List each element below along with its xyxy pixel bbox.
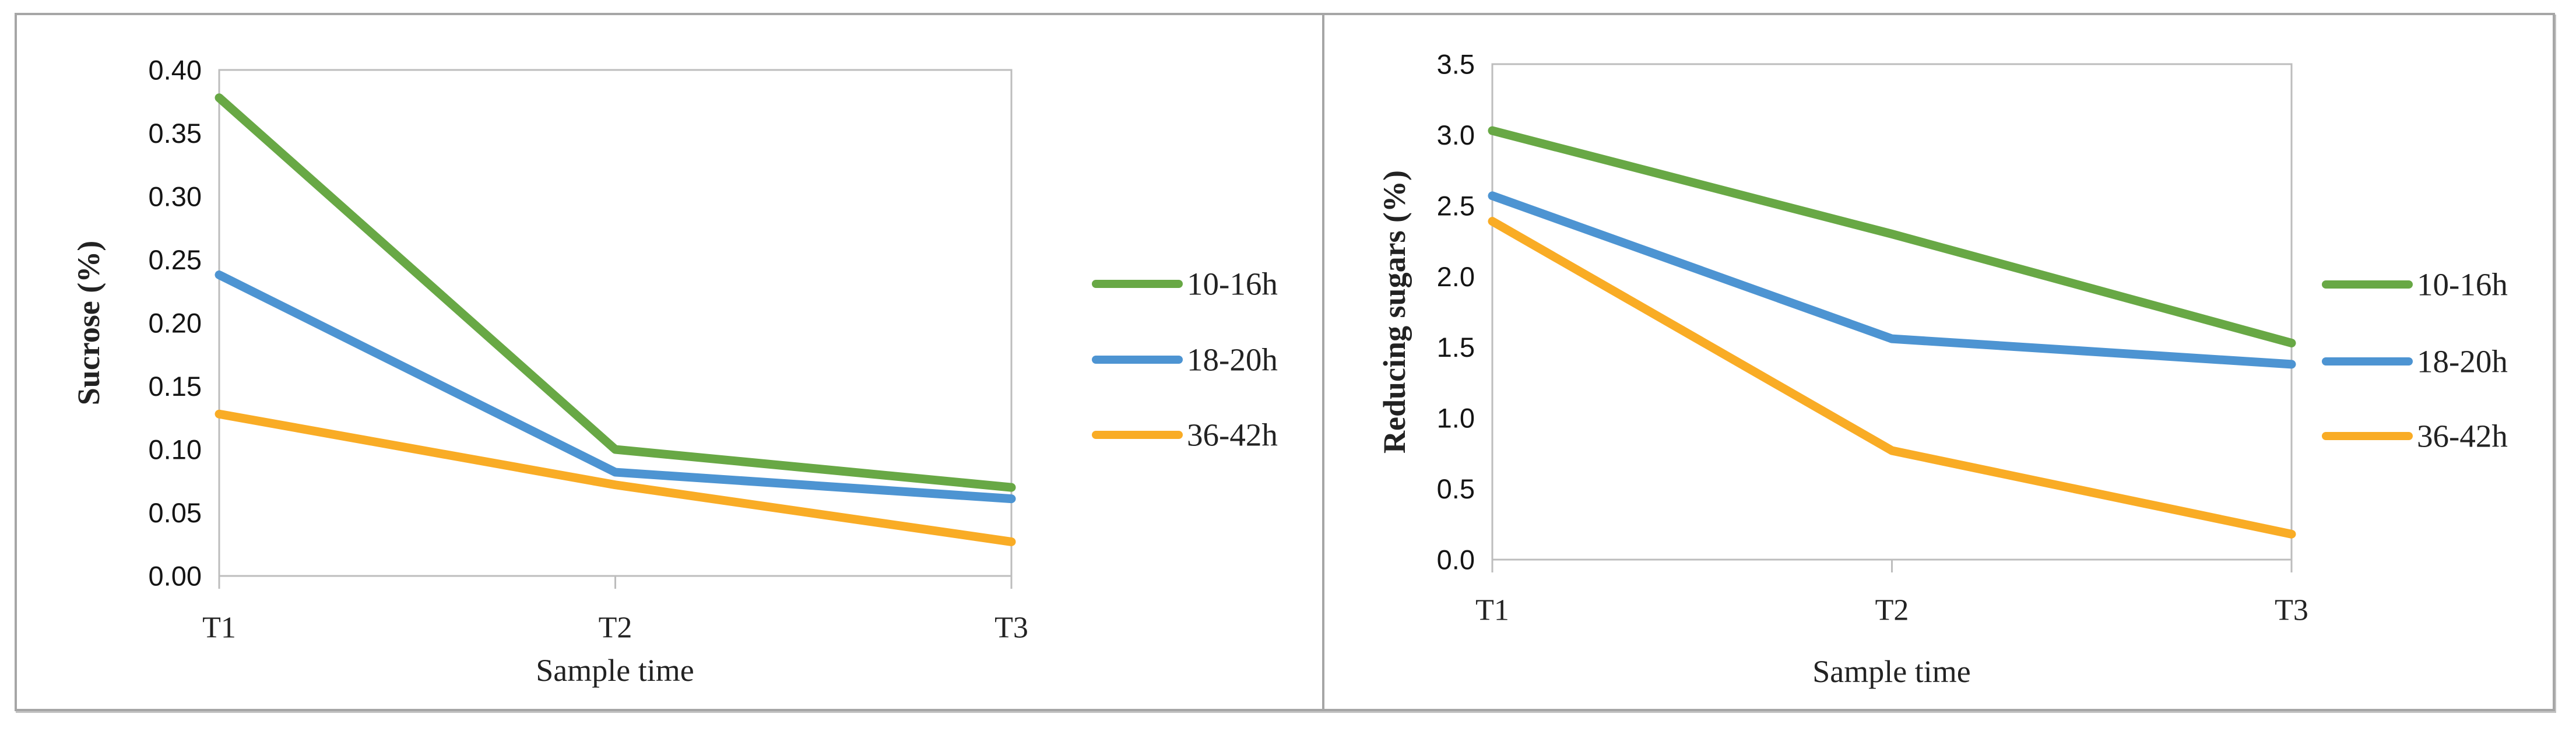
y-tick-label: 3.0 [1437,120,1475,150]
legend-label-10-16h: 10-16h [1187,266,1278,302]
x-tick-label: T1 [1475,594,1509,627]
x-axis-title: Sample time [1812,654,1970,689]
legend-label-36-42h: 36-42h [2417,419,2508,454]
y-tick-label: 2.5 [1437,190,1475,221]
plot-area-border [218,69,1013,577]
y-tick-label: 0.0 [1437,544,1475,575]
y-axis-title: Reducing sugars (%) [1377,170,1412,454]
series-line-36-42h [215,409,1016,546]
x-tick-label: T3 [2275,594,2308,627]
figure-frame [15,13,2555,711]
y-tick-label: 3.5 [1437,49,1475,80]
y-tick-label: 0.10 [149,434,202,465]
y-tick-label: 0.15 [149,371,202,402]
y-tick-label: 0.5 [1437,473,1475,504]
y-tick-label: 1.0 [1437,403,1475,434]
y-tick-label: 2.0 [1437,261,1475,292]
y-axis-title: Sucrose (%) [71,241,106,405]
legend-label-18-20h: 18-20h [1187,342,1278,378]
y-tick-label: 0.05 [149,497,202,528]
y-tick-label: 1.5 [1437,332,1475,363]
series-line-18-20h [215,270,1016,504]
x-tick-label: T2 [1875,594,1909,627]
x-tick-label: T3 [994,612,1028,645]
y-tick-label: 0.00 [149,561,202,592]
series-line-10-16h [215,93,1016,492]
y-tick-label: 0.35 [149,118,202,149]
y-tick-label: 0.20 [149,308,202,339]
legend-label-18-20h: 18-20h [2417,344,2508,379]
x-tick-label: T2 [599,612,632,645]
series-line-36-42h [1488,217,2296,539]
series-line-10-16h [1488,126,2296,347]
series-line-18-20h [1488,191,2296,369]
legend-label-10-16h: 10-16h [2417,267,2508,303]
x-tick-label: T1 [202,612,236,645]
y-tick-label: 0.25 [149,244,202,275]
panel-divider [1322,13,1324,711]
y-tick-label: 0.30 [149,181,202,212]
y-tick-label: 0.40 [149,55,202,86]
x-axis-title: Sample time [536,653,694,688]
legend-label-36-42h: 36-42h [1187,417,1278,453]
